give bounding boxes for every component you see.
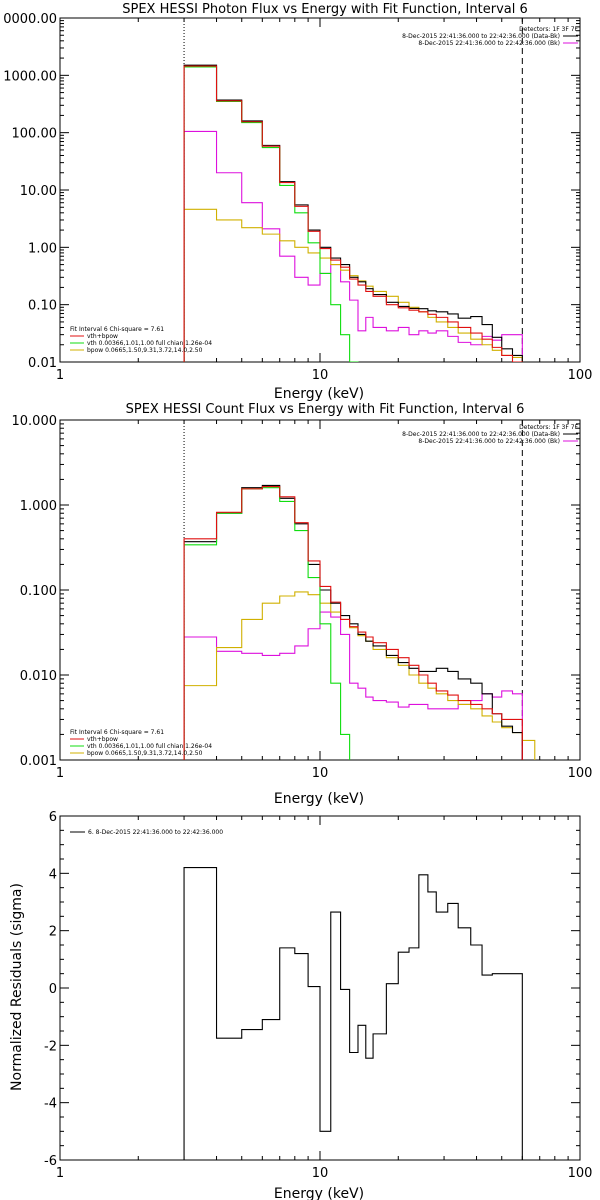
photon-flux-series-bkg [183,130,523,362]
residuals-x-tick-label: 100 [568,1166,593,1181]
count-flux-y-tick-label: 1.000 [20,499,57,514]
count-flux-y-tick-label: 10.000 [12,414,58,429]
photon-flux-fit-legend: Fit Interval 6 Chi-square = 7.61 vth+bpo… [70,326,212,354]
residuals-x-tick-label: 1 [56,1166,64,1181]
count-flux-x-axis-label: Energy (keV) [274,791,364,807]
residuals-panel: 1 10 100 -6 -4 -2 0 2 4 6 Energy (keV) Normalized… [9,810,592,1200]
photon-flux-y-tick-label: 10.00 [20,184,57,199]
residuals-legend-entry: 6. 8-Dec-2015 22:41:36.000 to 22:42:36.0… [88,829,223,836]
photon-flux-x-axis-label: Energy (keV) [274,386,364,402]
count-flux-y-tick-label: 0.010 [20,669,57,684]
photon-flux-fit-model: vth+bpow [87,333,118,340]
photon-flux-series-model [183,65,523,362]
photon-flux-series-bpow [183,208,523,362]
residuals-x-axis-label: Energy (keV) [274,1186,364,1200]
photon-flux-plot: 1 10 100 0.01 0.10 1.00 10.00 100.00 1000.00 0000… [3,12,593,383]
photon-flux-x-tick-label: 10 [312,368,329,383]
count-flux-series-bpow [183,591,536,760]
photon-flux-series-total [183,64,523,362]
photon-flux-fit-vth: vth 0.00366,1.01,1.00 full chian 1.26e-0… [87,340,212,347]
residuals-y-tick-label: 6 [49,810,57,825]
count-flux-x-tick-label: 100 [568,766,593,781]
count-flux-y-tick-label: 0.100 [20,584,57,599]
photon-flux-panel: SPEX HESSI Photon Flux vs Energy with Fi… [3,2,593,402]
photon-flux-y-tick-label: 1000.00 [3,69,57,84]
residuals-y-tick-label: 2 [49,925,57,940]
photon-flux-series-vth [183,66,359,362]
photon-flux-y-tick-label: 0000.00 [3,12,57,27]
photon-flux-legend-entry-bkg: 8-Dec-2015 22:41:36.000 to 22:42:36.000 … [418,40,560,47]
count-flux-y-tick-label: 0.001 [20,754,57,769]
photon-flux-legend: Detectors: 1F 3F 7F 8-Dec-2015 22:41:36.… [402,26,578,47]
residuals-y-tick-label: 4 [49,867,57,882]
count-flux-legend-header: Detectors: 1F 3F 7F [519,424,578,431]
photon-flux-fit-bpow: bpow 0.0665,1.50,9.31,3.72,14.0,2.50 [87,347,203,354]
residuals-series-total [183,867,523,1160]
residuals-y-axis-label: Normalized Residuals (sigma) [9,883,25,1091]
residuals-y-tick-label: 0 [49,982,57,997]
count-flux-fit-legend: Fit Interval 6 Chi-square = 7.61 vth+bpo… [70,729,212,757]
count-flux-fit-interval: Fit Interval 6 Chi-square = 7.61 [70,729,164,736]
photon-flux-x-tick-label: 1 [56,368,64,383]
residuals-legend: 6. 8-Dec-2015 22:41:36.000 to 22:42:36.0… [70,829,223,836]
count-flux-legend-entry-bkg: 8-Dec-2015 22:41:36.000 to 22:42:36.000 … [418,438,560,445]
count-flux-fit-model: vth+bpow [87,736,118,743]
residuals-y-tick-label: -2 [44,1039,57,1054]
count-flux-series-model [183,485,523,760]
photon-flux-legend-entry-data: 8-Dec-2015 22:41:36.000 to 22:42:36.000 … [402,33,560,40]
count-flux-series-bkg [183,611,523,760]
count-flux-fit-bpow: bpow 0.0665,1.50,9.31,3.72,14.0,2.50 [87,750,203,757]
residuals-y-tick-label: -4 [44,1097,57,1112]
residuals-y-tick-label: -6 [44,1154,57,1169]
count-flux-x-tick-label: 1 [56,766,64,781]
photon-flux-y-tick-label: 100.00 [12,127,58,142]
count-flux-legend-entry-data: 8-Dec-2015 22:41:36.000 to 22:42:36.000 … [402,431,560,438]
residuals-x-tick-label: 10 [312,1166,329,1181]
count-flux-plot: 1 10 100 0.001 0.010 0.100 1.000 10.000 [12,414,593,781]
photon-flux-legend-header: Detectors: 1F 3F 7F [519,26,578,33]
count-flux-x-tick-label: 10 [312,766,329,781]
count-flux-title: SPEX HESSI Count Flux vs Energy with Fit… [126,402,525,417]
photon-flux-x-tick-label: 100 [568,368,593,383]
count-flux-fit-vth: vth 0.00366,1.01,1.00 full chian 1.26e-0… [87,743,212,750]
photon-flux-title: SPEX HESSI Photon Flux vs Energy with Fi… [122,2,528,17]
photon-flux-fit-interval: Fit Interval 6 Chi-square = 7.61 [70,326,164,333]
photon-flux-y-tick-label: 0.10 [28,299,57,314]
photon-flux-y-tick-label: 1.00 [28,241,57,256]
photon-flux-plot-frame [59,17,581,363]
photon-flux-y-tick-label: 0.01 [28,356,57,371]
count-flux-panel: SPEX HESSI Count Flux vs Energy with Fit… [12,402,593,807]
count-flux-legend: Detectors: 1F 3F 7F 8-Dec-2015 22:41:36.… [402,424,578,445]
residuals-plot: 1 10 100 -6 -4 -2 0 2 4 6 [44,810,592,1181]
